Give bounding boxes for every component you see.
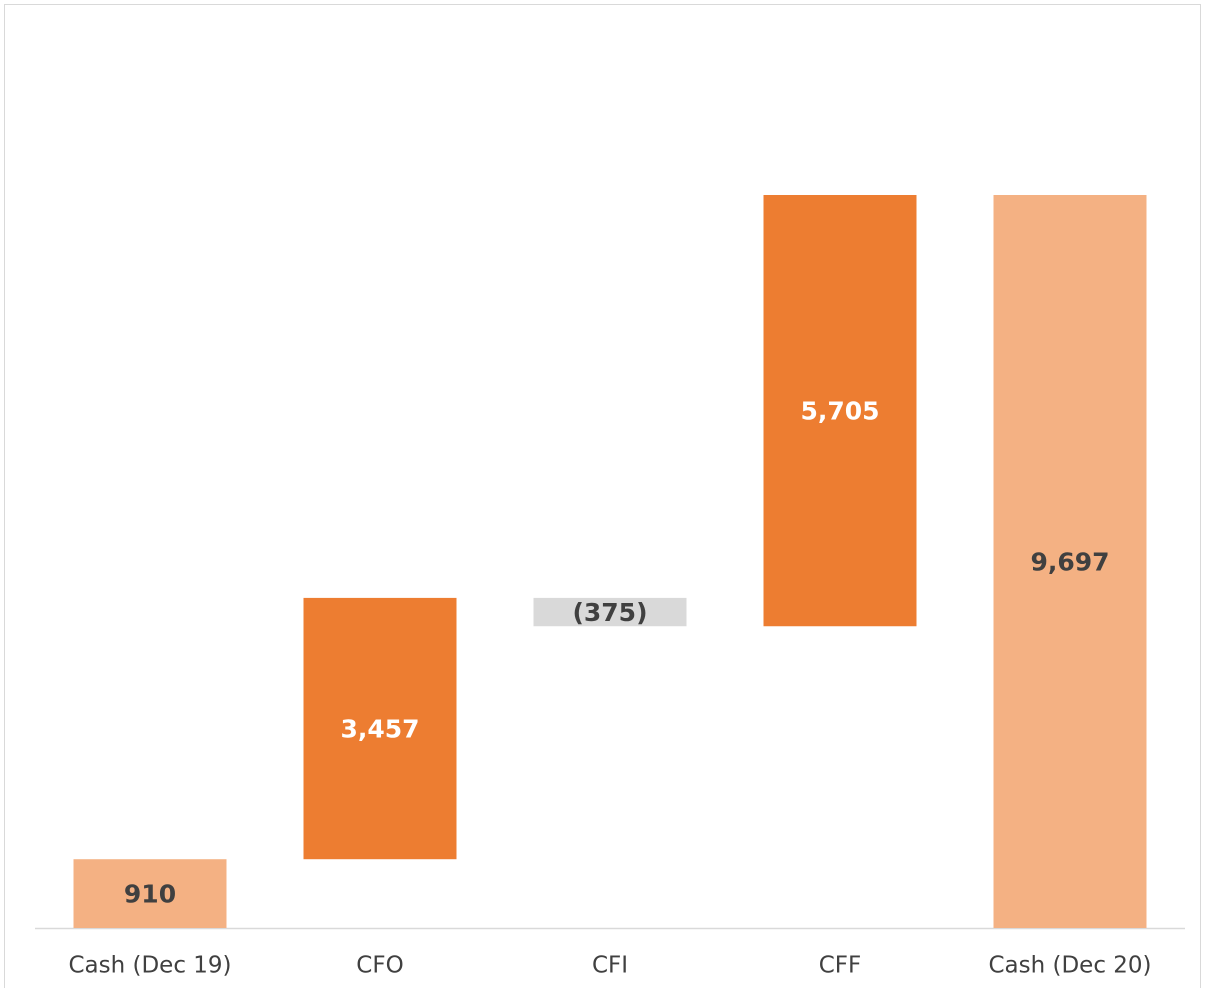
x-tick-label: CFO bbox=[356, 953, 403, 979]
bar bbox=[73, 859, 227, 928]
bar bbox=[993, 195, 1147, 928]
x-tick-label: CFI bbox=[592, 953, 628, 979]
value-label: 5,705 bbox=[800, 397, 879, 426]
x-tick-label: Cash (Dec 19) bbox=[68, 953, 231, 979]
bar bbox=[303, 597, 457, 860]
value-label: (375) bbox=[572, 598, 647, 627]
bar bbox=[533, 597, 687, 627]
bar bbox=[763, 195, 917, 627]
x-tick-label: CFF bbox=[819, 953, 862, 979]
value-label: 3,457 bbox=[340, 715, 419, 744]
chart-frame bbox=[4, 4, 1201, 992]
x-tick-label: Cash (Dec 20) bbox=[988, 953, 1151, 979]
value-label: 9,697 bbox=[1030, 548, 1109, 577]
value-label: 910 bbox=[124, 880, 176, 909]
